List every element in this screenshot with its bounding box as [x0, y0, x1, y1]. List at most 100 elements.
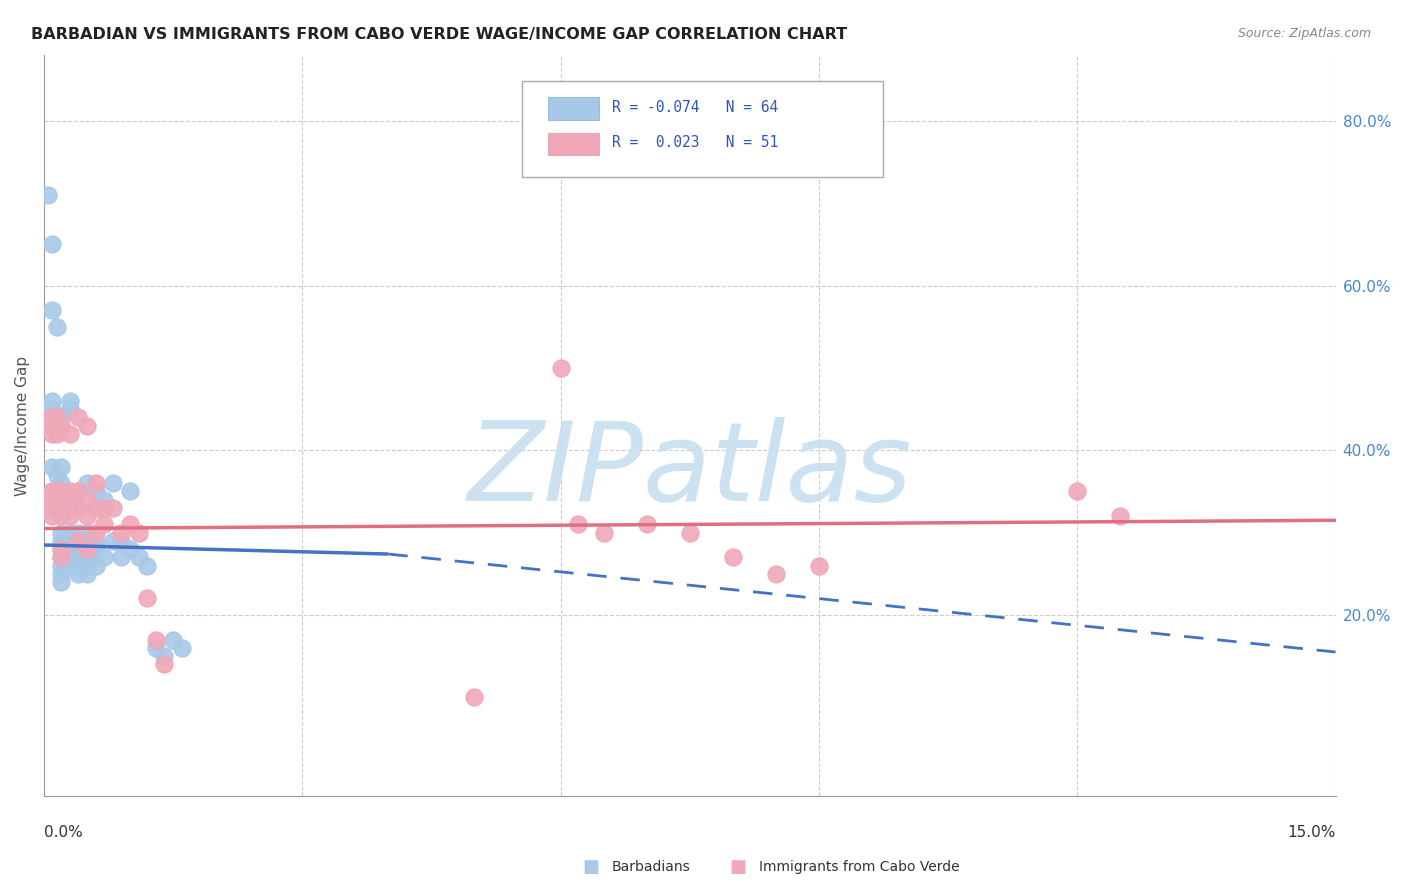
Point — [93, 500, 115, 515]
Point — [41, 303, 63, 318]
Point — [41, 459, 63, 474]
Point — [41, 509, 63, 524]
Point — [59, 500, 82, 515]
Point — [59, 558, 82, 573]
Point — [128, 525, 150, 540]
Point — [76, 509, 98, 524]
Point — [59, 402, 82, 417]
Point — [93, 492, 115, 507]
Point — [636, 517, 658, 532]
Point — [128, 550, 150, 565]
Point — [76, 550, 98, 565]
Text: ZIPatlas: ZIPatlas — [467, 417, 912, 524]
Point — [41, 484, 63, 499]
Point — [136, 591, 159, 606]
Point — [49, 533, 72, 548]
Text: Source: ZipAtlas.com: Source: ZipAtlas.com — [1237, 27, 1371, 40]
Point — [45, 492, 67, 507]
Point — [49, 550, 72, 565]
Point — [84, 476, 107, 491]
Point — [76, 492, 98, 507]
Point — [59, 525, 82, 540]
Point — [59, 500, 82, 515]
Point — [49, 558, 72, 573]
Point — [76, 566, 98, 581]
Point — [49, 550, 72, 565]
Point — [170, 640, 193, 655]
Point — [45, 410, 67, 425]
Point — [49, 500, 72, 515]
Point — [49, 476, 72, 491]
Bar — [548, 133, 599, 155]
Point — [807, 558, 830, 573]
Point — [110, 550, 132, 565]
Point — [41, 418, 63, 433]
Y-axis label: Wage/Income Gap: Wage/Income Gap — [15, 356, 30, 496]
Point — [84, 500, 107, 515]
Point — [49, 566, 72, 581]
Point — [67, 500, 90, 515]
Point — [59, 393, 82, 408]
Point — [67, 533, 90, 548]
Point — [67, 484, 90, 499]
Point — [84, 542, 107, 557]
Point — [84, 525, 107, 540]
Point — [41, 426, 63, 441]
Point — [84, 533, 107, 548]
Point — [67, 566, 90, 581]
Point — [41, 402, 63, 417]
Point — [41, 410, 63, 425]
Point — [49, 542, 72, 557]
Point — [76, 542, 98, 557]
Point — [145, 632, 167, 647]
Point — [41, 500, 63, 515]
Point — [567, 517, 589, 532]
Point — [45, 468, 67, 483]
Point — [162, 632, 184, 647]
Text: BARBADIAN VS IMMIGRANTS FROM CABO VERDE WAGE/INCOME GAP CORRELATION CHART: BARBADIAN VS IMMIGRANTS FROM CABO VERDE … — [31, 27, 846, 42]
Point — [765, 566, 787, 581]
Text: ■: ■ — [582, 858, 599, 876]
Point — [550, 361, 572, 376]
Point — [49, 484, 72, 499]
Point — [59, 542, 82, 557]
Point — [153, 649, 176, 664]
Point — [84, 484, 107, 499]
Point — [67, 550, 90, 565]
Point — [49, 418, 72, 433]
Point — [41, 393, 63, 408]
Point — [41, 418, 63, 433]
Point — [93, 550, 115, 565]
Point — [67, 542, 90, 557]
Point — [136, 558, 159, 573]
Point — [45, 319, 67, 334]
Point — [145, 640, 167, 655]
Point — [153, 657, 176, 672]
Point — [59, 492, 82, 507]
Point — [41, 484, 63, 499]
Point — [1109, 509, 1132, 524]
Point — [49, 410, 72, 425]
Point — [67, 525, 90, 540]
Point — [59, 426, 82, 441]
Point — [37, 188, 59, 202]
Point — [41, 492, 63, 507]
Text: 15.0%: 15.0% — [1286, 825, 1336, 840]
Point — [84, 558, 107, 573]
Point — [118, 484, 141, 499]
Point — [76, 542, 98, 557]
Point — [101, 476, 124, 491]
Point — [59, 550, 82, 565]
Point — [49, 542, 72, 557]
Point — [93, 517, 115, 532]
Text: R =  0.023   N = 51: R = 0.023 N = 51 — [612, 135, 779, 150]
Point — [67, 410, 90, 425]
Point — [49, 418, 72, 433]
Point — [101, 533, 124, 548]
Text: ■: ■ — [730, 858, 747, 876]
Point — [76, 418, 98, 433]
Point — [463, 690, 485, 705]
Point — [45, 484, 67, 499]
Point — [679, 525, 702, 540]
Point — [45, 426, 67, 441]
